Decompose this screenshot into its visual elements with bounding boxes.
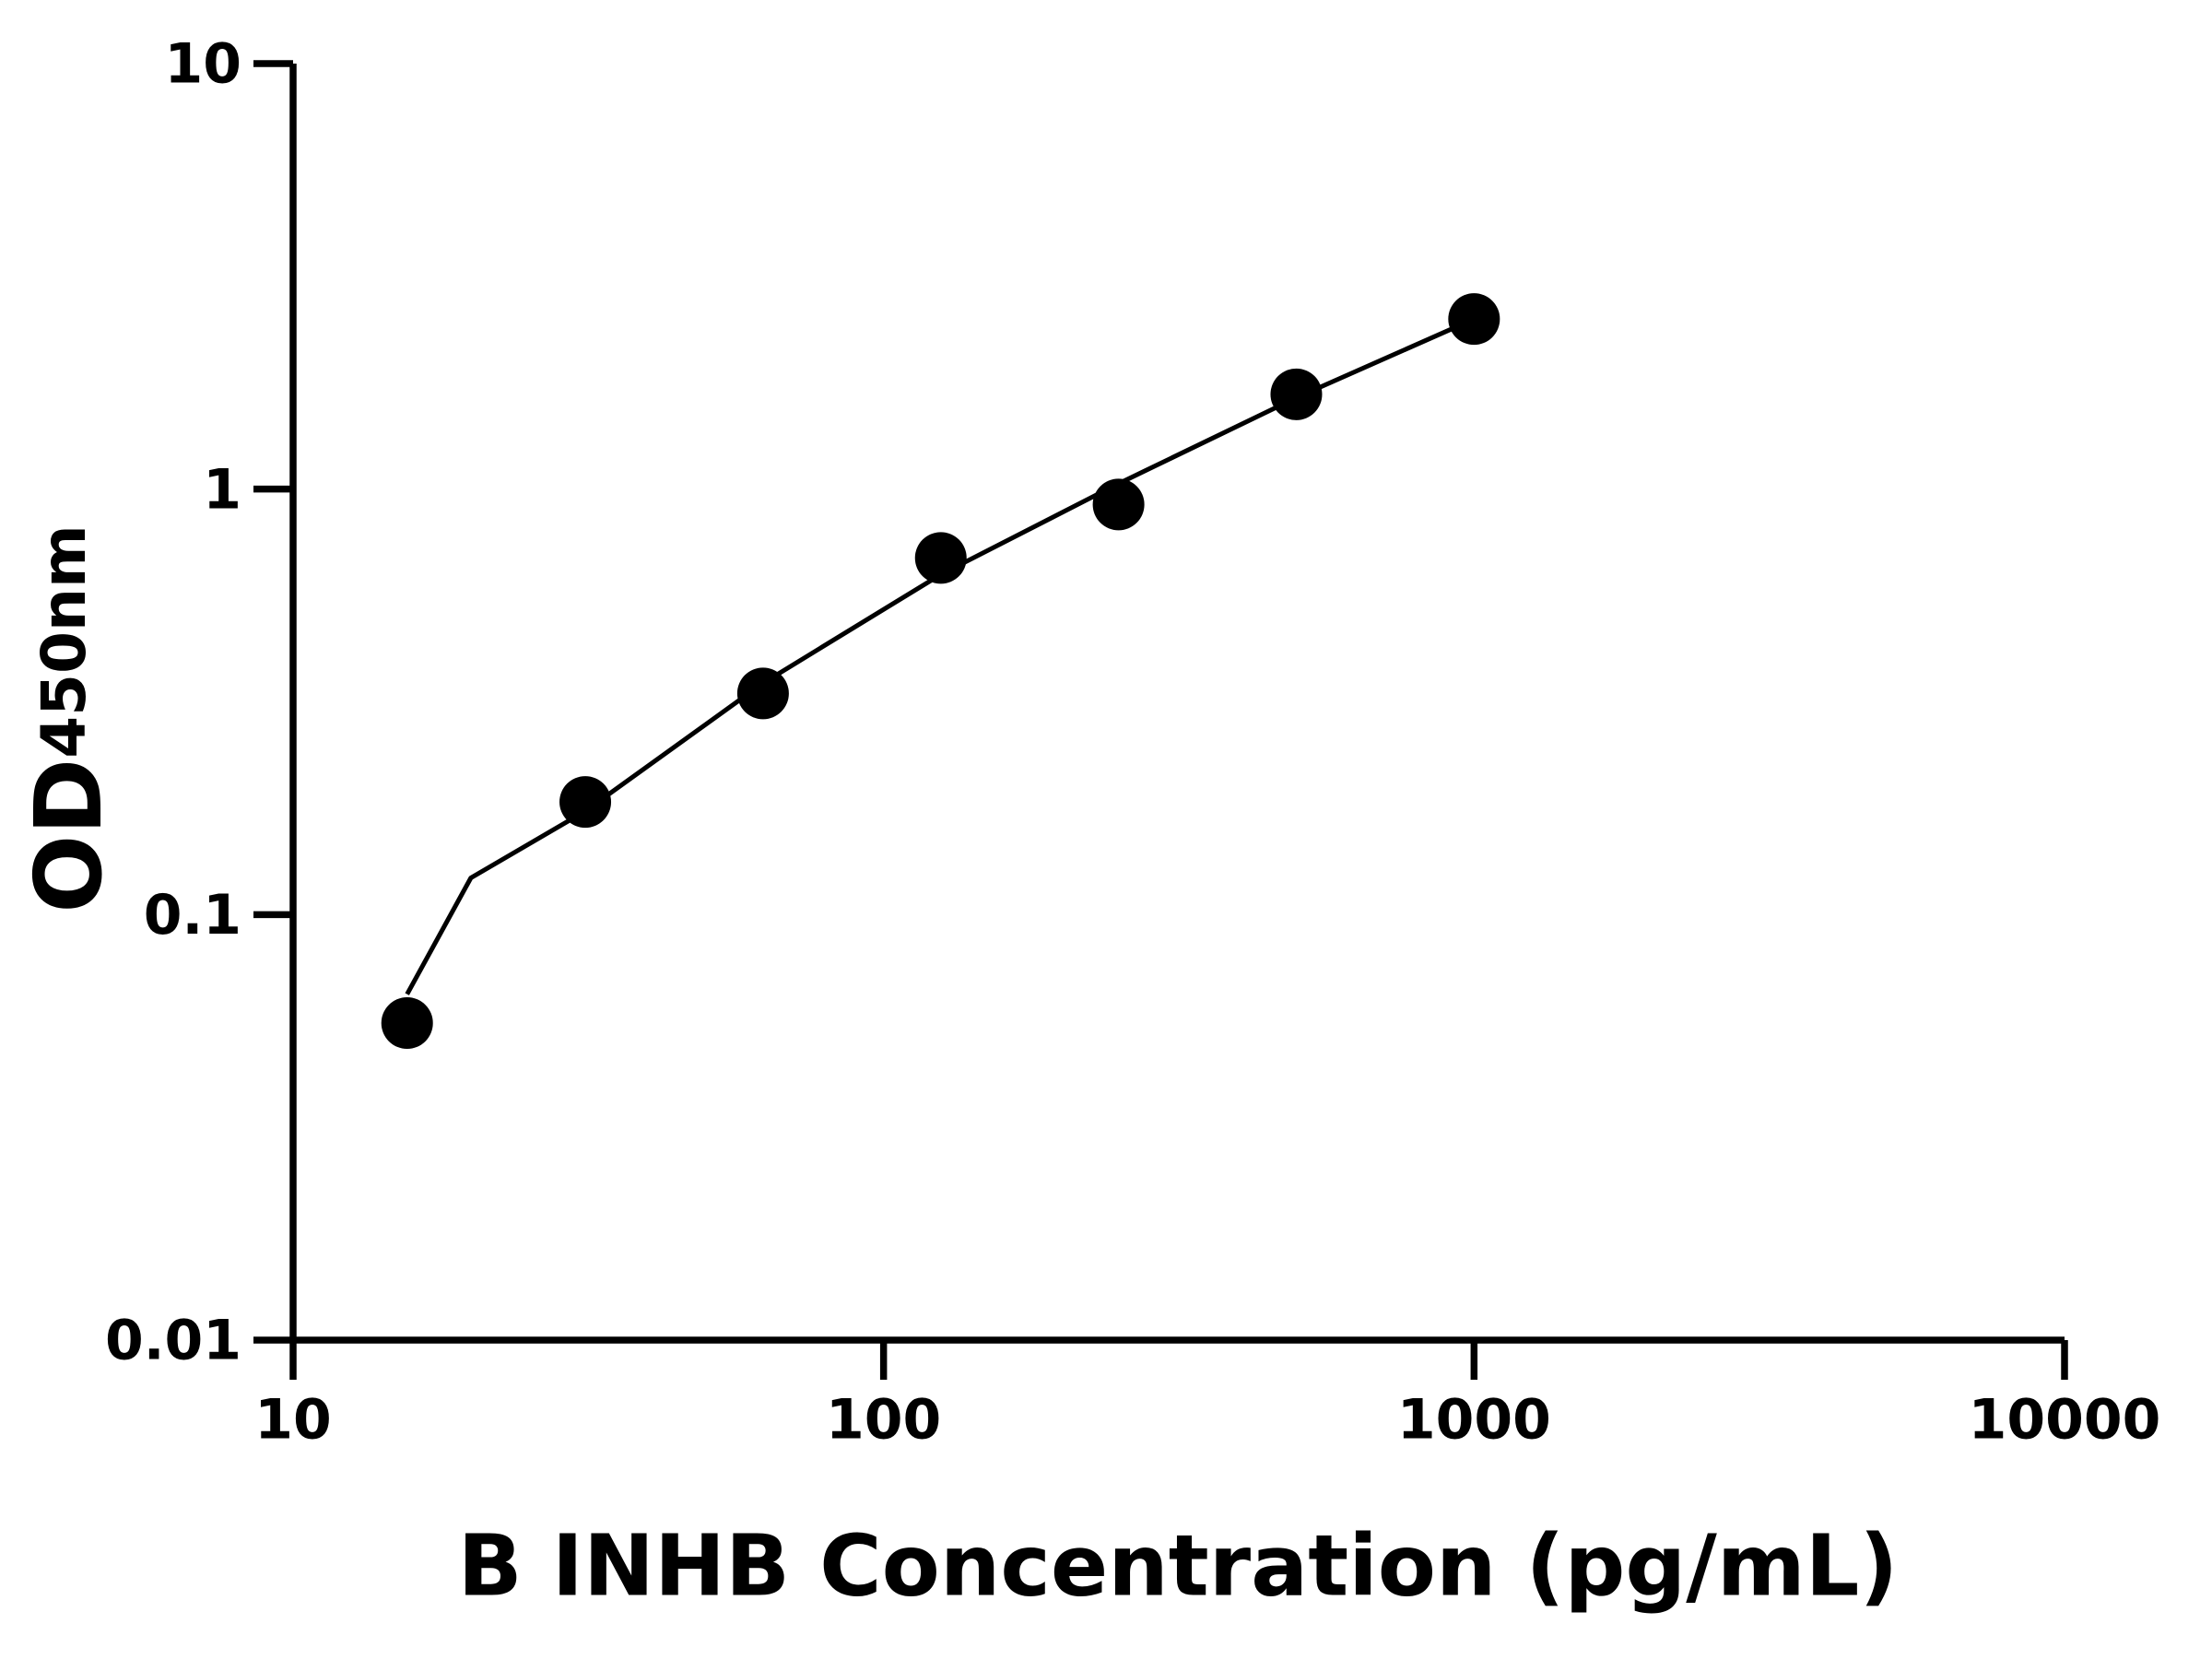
data-point bbox=[914, 532, 967, 584]
data-point bbox=[1092, 478, 1145, 531]
x-tick-label: 1000 bbox=[1397, 1388, 1551, 1453]
data-point bbox=[736, 667, 789, 720]
x-tick-label: 100 bbox=[826, 1388, 941, 1453]
y-axis-label: OD450nm bbox=[15, 524, 123, 913]
data-point bbox=[559, 776, 612, 829]
x-axis-label: B INHB Concentration (pg/mL) bbox=[458, 1516, 1899, 1615]
y-tick-label: 1 bbox=[203, 457, 241, 522]
y-axis-label-subscript: 450nm bbox=[29, 524, 100, 759]
data-point bbox=[1270, 368, 1323, 420]
fit-curve bbox=[405, 316, 1476, 995]
y-tick-label: 0.1 bbox=[144, 883, 241, 947]
x-tick-label: 10000 bbox=[1969, 1388, 2161, 1453]
x-tick-label: 10 bbox=[254, 1388, 332, 1453]
y-tick-label: 10 bbox=[165, 32, 242, 97]
y-tick-label: 0.01 bbox=[105, 1309, 241, 1373]
data-point bbox=[1448, 293, 1500, 346]
y-axis-label-main: OD bbox=[15, 759, 123, 913]
data-point bbox=[381, 997, 433, 1050]
